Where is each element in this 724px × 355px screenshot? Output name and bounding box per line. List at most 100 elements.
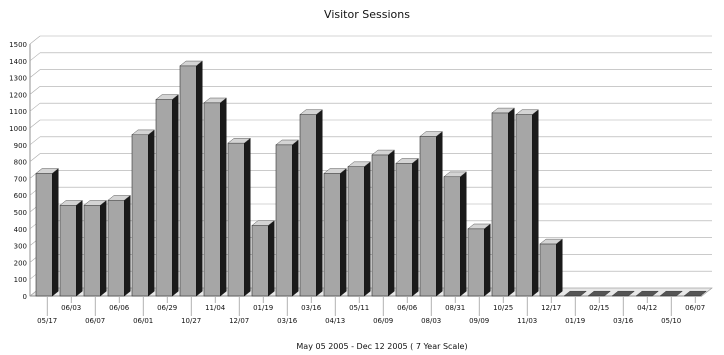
- plot-area: 0 100 200 300 400 500 600 700 800 900 1000 1100 1200…: [9, 35, 713, 325]
- bar-top: [443, 171, 467, 177]
- bar-top: [227, 138, 251, 144]
- bar-side: [436, 131, 443, 297]
- x-tick-label: 04/13: [325, 317, 345, 325]
- x-tick-label: 06/01: [133, 317, 153, 325]
- y-tick-label: 500: [14, 209, 27, 217]
- y-tick-label: 1000: [9, 125, 27, 133]
- bar-side: [388, 149, 395, 297]
- bar-side: [76, 200, 83, 297]
- y-tick-label: 1300: [9, 75, 27, 83]
- bar-zero: [563, 291, 587, 297]
- bar-top: [491, 107, 515, 114]
- x-tick-label: 06/06: [397, 304, 418, 312]
- chart-title: Visitor Sessions: [324, 8, 410, 21]
- y-tick-label: 1500: [9, 41, 27, 49]
- bar-side: [412, 158, 419, 297]
- bar-side: [364, 161, 371, 297]
- x-tick-label: 05/17: [37, 317, 57, 325]
- x-tick-label: 09/09: [469, 317, 489, 325]
- bar-side: [532, 109, 539, 297]
- bar: [443, 176, 461, 297]
- x-tick-label: 11/04: [205, 304, 226, 312]
- bar-top: [251, 220, 275, 226]
- y-tick-label: 100: [14, 276, 27, 284]
- x-tick-label: 01/19: [565, 317, 585, 325]
- bar-top: [515, 109, 539, 115]
- bar: [419, 136, 437, 297]
- bar: [251, 225, 269, 297]
- bar-top: [179, 60, 203, 67]
- y-tick-label: 600: [14, 192, 27, 200]
- bar-top: [467, 223, 491, 230]
- bar-zero: [635, 291, 659, 297]
- bar-side: [340, 168, 347, 297]
- bar-side: [556, 238, 563, 297]
- x-tick-label: 12/07: [229, 317, 249, 325]
- bar: [275, 144, 293, 297]
- gridline-depth: [29, 119, 41, 129]
- x-tick-label: 01/19: [253, 304, 273, 312]
- gridline-depth: [29, 136, 41, 146]
- bar-top: [131, 129, 155, 135]
- bar-zero: [587, 291, 611, 297]
- x-tick-label: 06/07: [685, 304, 705, 312]
- x-tick-label: 10/25: [493, 304, 513, 312]
- bar-top: [107, 195, 131, 201]
- y-tick-label: 900: [14, 142, 27, 150]
- bar-top: [419, 131, 443, 137]
- bar-top: [347, 161, 371, 167]
- bar-side: [148, 129, 155, 297]
- x-tick-label: 06/09: [373, 317, 393, 325]
- y-tick-label: 0: [23, 293, 27, 301]
- y-tick-label: 1400: [9, 58, 27, 66]
- x-tick-label: 04/12: [637, 304, 657, 312]
- y-tick-label: 300: [14, 243, 27, 251]
- x-tick-label: 03/16: [277, 317, 298, 325]
- gridline-depth: [29, 35, 41, 45]
- bar-top: [59, 200, 83, 206]
- x-tick-label: 05/10: [661, 317, 681, 325]
- bar-top: [155, 94, 179, 100]
- bar: [299, 114, 317, 297]
- bar-top: [299, 109, 323, 115]
- bar: [323, 173, 341, 297]
- bar-side: [220, 97, 227, 297]
- gridline-depth: [29, 52, 41, 62]
- bar-zero: [683, 291, 707, 297]
- bar-top: [371, 149, 395, 156]
- bar-top: [395, 158, 419, 164]
- x-tick-label: 10/27: [181, 317, 201, 325]
- bar-top: [203, 97, 227, 104]
- x-tick-label: 02/15: [589, 304, 609, 312]
- bar-top: [275, 139, 299, 146]
- gridline-depth: [29, 86, 41, 95]
- x-tick-label: 06/06: [109, 304, 130, 312]
- x-tick-label: 06/03: [61, 304, 81, 312]
- bar-side: [460, 171, 467, 297]
- y-tick-label: 200: [14, 259, 27, 267]
- bar-top: [35, 168, 59, 174]
- x-tick-label: 03/16: [301, 304, 322, 312]
- x-tick-label: 06/07: [85, 317, 105, 325]
- x-tick-label: 06/29: [157, 304, 177, 312]
- y-tick-label: 800: [14, 159, 27, 167]
- bar-side: [316, 109, 323, 297]
- bar-top: [323, 168, 347, 174]
- y-tick-label: 400: [14, 226, 27, 234]
- bar-top: [83, 200, 107, 206]
- bar-side: [508, 107, 515, 297]
- x-tick-label: 11/03: [517, 317, 537, 325]
- bar: [83, 204, 101, 297]
- bar-zero: [611, 291, 635, 297]
- bar: [539, 243, 557, 297]
- x-tick-label: 05/11: [349, 304, 369, 312]
- x-tick-label: 12/17: [541, 304, 561, 312]
- bar-side: [52, 168, 59, 297]
- bar: [347, 166, 365, 297]
- bar-side: [124, 195, 131, 297]
- bar: [467, 228, 485, 297]
- y-tick-label: 700: [14, 175, 27, 183]
- bar: [371, 154, 389, 297]
- bar: [107, 199, 125, 297]
